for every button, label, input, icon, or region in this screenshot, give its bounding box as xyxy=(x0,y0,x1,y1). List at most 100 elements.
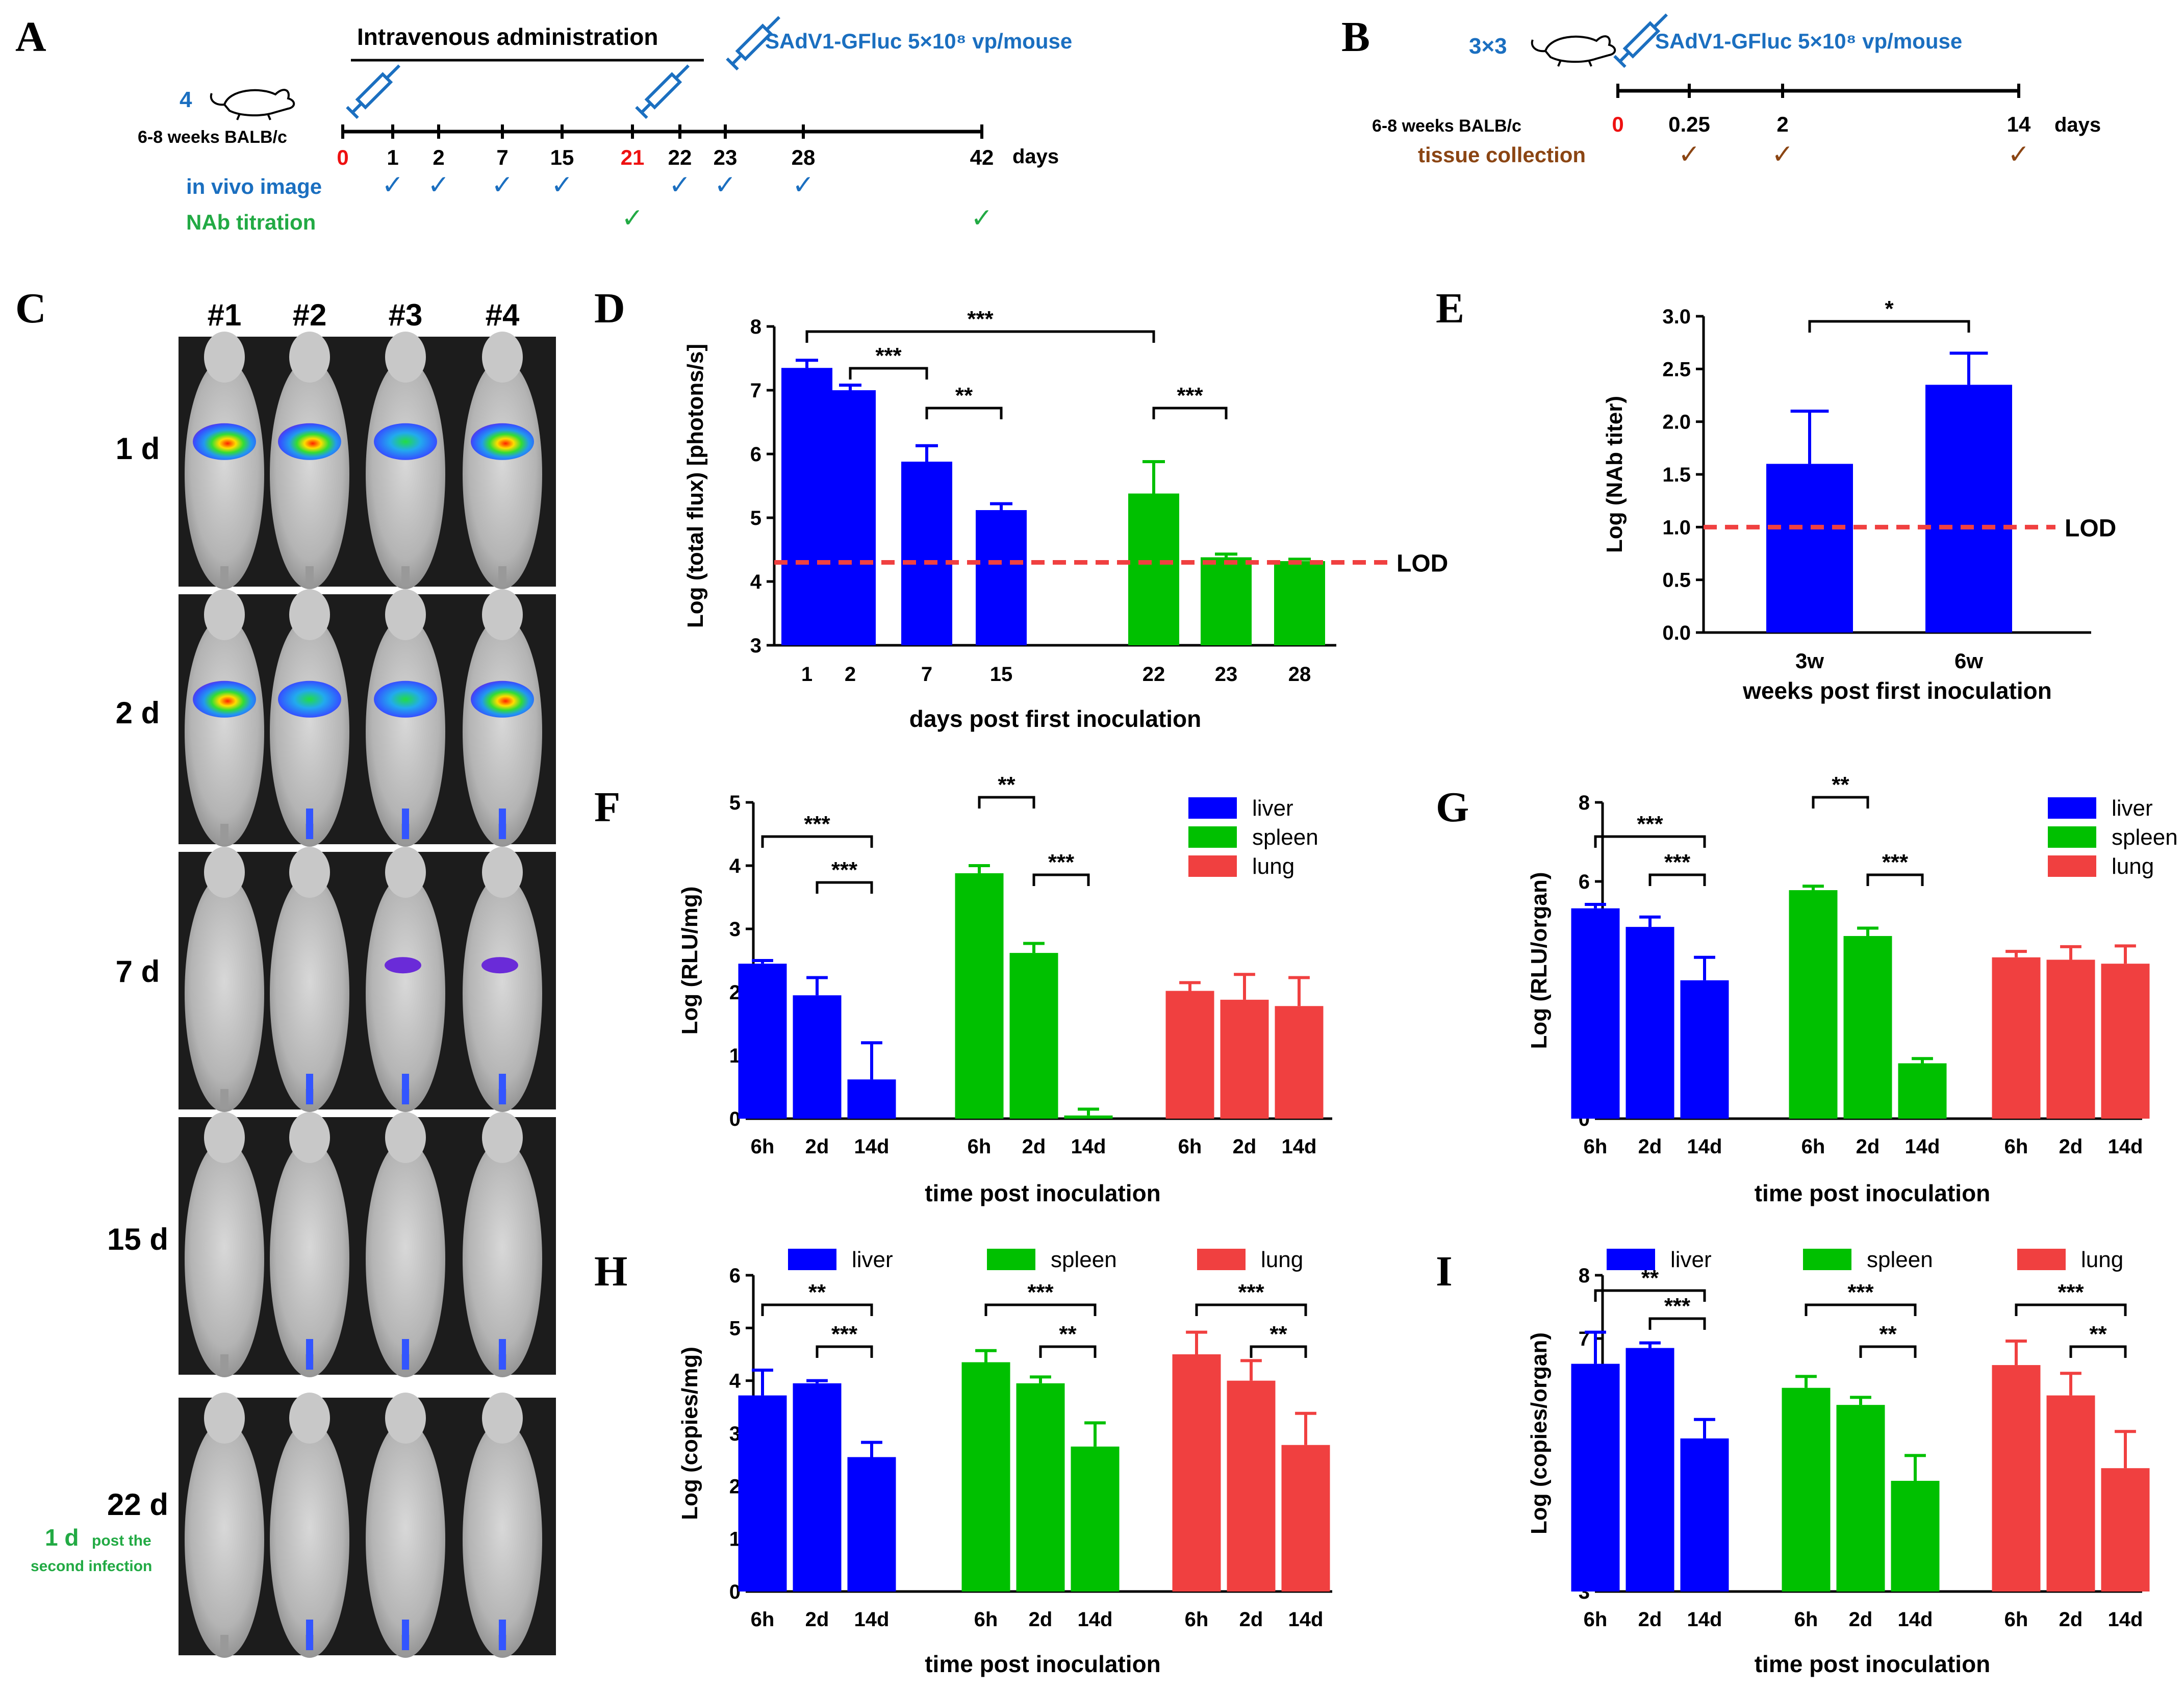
x-tick-label: 15 xyxy=(990,663,1013,686)
bar xyxy=(1843,936,1892,1119)
y-tick-label: 4 xyxy=(750,571,762,593)
x-axis-label: weeks post first inoculation xyxy=(1742,677,2052,704)
bar xyxy=(1071,1446,1120,1592)
mouse-body xyxy=(270,1140,349,1378)
bar xyxy=(1766,464,1853,633)
luminescence-signal xyxy=(385,957,421,974)
check-icon: ✓ xyxy=(621,204,644,233)
tail-signal xyxy=(306,1074,313,1104)
timeline-a-tick-label: 28 xyxy=(792,145,816,169)
significance-label: *** xyxy=(2058,1280,2084,1305)
tail-signal xyxy=(499,1620,506,1650)
x-tick-label: 2d xyxy=(1856,1135,1880,1158)
mouse-body xyxy=(366,875,445,1113)
legend-swatch xyxy=(1188,826,1237,848)
x-tick-label: 6h xyxy=(2004,1608,2028,1631)
significance-label: ** xyxy=(808,1280,826,1305)
y-tick-label: 5 xyxy=(750,507,761,529)
x-tick-label: 14d xyxy=(854,1135,890,1158)
x-tick-label: 14d xyxy=(1687,1135,1722,1158)
legend-swatch xyxy=(2048,855,2096,877)
bar xyxy=(1281,1445,1330,1592)
panel-c: C #1 #2 #3 #4 1 d 2 d 7 d 15 d 22 d 1 d post th… xyxy=(15,285,556,1658)
syringe-icon xyxy=(726,16,781,71)
luminescence-signal xyxy=(193,423,256,460)
luminescence-signal xyxy=(374,423,437,460)
y-tick-label: 0.0 xyxy=(1662,622,1691,644)
panel-h: H 0 1 2 3 4 5 6 Log (copies/mg) time post inocul… xyxy=(594,1247,1332,1677)
y-tick-label: 5 xyxy=(729,1317,741,1340)
mouse-label: #2 xyxy=(293,298,327,332)
mouse-tail xyxy=(220,824,228,844)
y-tick-label: 4 xyxy=(729,1370,741,1393)
bar xyxy=(1782,1387,1831,1592)
significance-label: *** xyxy=(804,812,830,837)
mouse-head xyxy=(289,847,330,898)
bar xyxy=(1836,1405,1885,1592)
significance-bracket xyxy=(816,1345,873,1358)
panel-f: F 0 1 2 3 4 5 Log (RLU/mg) time post inoculatio… xyxy=(594,772,1332,1206)
x-tick-label: 28 xyxy=(1288,663,1311,686)
x-tick-label: 6w xyxy=(1954,649,1983,673)
timeline-a-tick-label: 21 xyxy=(621,145,645,169)
tail-signal xyxy=(402,809,409,839)
mouse-head xyxy=(204,847,245,898)
check-icon: ✓ xyxy=(1678,140,1700,169)
y-tick-label: 8 xyxy=(1579,792,1590,814)
row-label-nab: NAb titration xyxy=(186,210,316,234)
bar xyxy=(1571,908,1620,1119)
syringe-icon xyxy=(635,64,690,119)
x-tick-label: 2d xyxy=(1638,1608,1662,1631)
y-tick-label: 2.0 xyxy=(1662,411,1691,434)
x-tick-label: 14d xyxy=(2108,1608,2143,1631)
mouse-body xyxy=(270,875,349,1113)
mouse-body xyxy=(463,1421,542,1658)
mouse-body xyxy=(463,1140,542,1378)
legend-swatch xyxy=(1188,797,1237,819)
timeline-b-tick-label: 0 xyxy=(1612,112,1623,136)
x-tick-label: 2d xyxy=(1022,1135,1046,1158)
significance-bracket xyxy=(1808,320,1970,333)
time-label: 15 d xyxy=(107,1222,168,1256)
check-icon: ✓ xyxy=(669,170,691,200)
legend-label: lung xyxy=(1261,1247,1303,1272)
legend-swatch xyxy=(788,1249,836,1270)
y-tick-label: 1 xyxy=(729,1045,741,1067)
bar xyxy=(961,1362,1010,1592)
panel-letter-e: E xyxy=(1436,285,1464,332)
significance-bracket xyxy=(1032,873,1090,886)
significance-bracket xyxy=(1859,1345,1917,1358)
bar xyxy=(1925,385,2012,633)
mouse-body xyxy=(185,1421,264,1658)
tail-signal xyxy=(499,1339,506,1370)
bar xyxy=(2101,1468,2150,1592)
timeline-a-unit: days xyxy=(1012,145,1059,168)
bar xyxy=(781,368,832,645)
bar xyxy=(1898,1063,1947,1119)
y-axis-label: Log (copies/mg) xyxy=(677,1347,702,1520)
timeline-b-unit: days xyxy=(2054,114,2101,136)
significance-bracket xyxy=(1866,873,1924,886)
chart-e: 0.0 0.5 1.0 1.5 2.0 2.5 3.0 Log (NAb titer) week… xyxy=(1602,296,2116,704)
bar xyxy=(1992,1365,2041,1592)
significance-label: *** xyxy=(1847,1280,1874,1305)
timeline-a-tick-label: 7 xyxy=(496,145,508,169)
virus-dose-a: SAdV1-GFluc 5×10⁸ vp/mouse xyxy=(765,29,1072,53)
panel-letter-g: G xyxy=(1436,784,1469,831)
tail-signal xyxy=(306,809,313,839)
panel-letter-i: I xyxy=(1436,1248,1453,1295)
x-tick-label: 6h xyxy=(751,1608,775,1631)
tail-signal xyxy=(306,1620,313,1650)
time-label: 7 d xyxy=(116,954,160,989)
mouse-tail xyxy=(220,1354,228,1375)
legend-swatch xyxy=(987,1249,1035,1270)
significance-label: * xyxy=(1885,296,1894,321)
significance-label: *** xyxy=(1238,1280,1264,1305)
significance-bracket xyxy=(805,330,1155,343)
significance-bracket xyxy=(1594,1289,1706,1302)
timeline-a-tick-label: 0 xyxy=(337,145,348,169)
x-tick-label: 3w xyxy=(1795,649,1824,673)
significance-label: *** xyxy=(1027,1280,1054,1305)
